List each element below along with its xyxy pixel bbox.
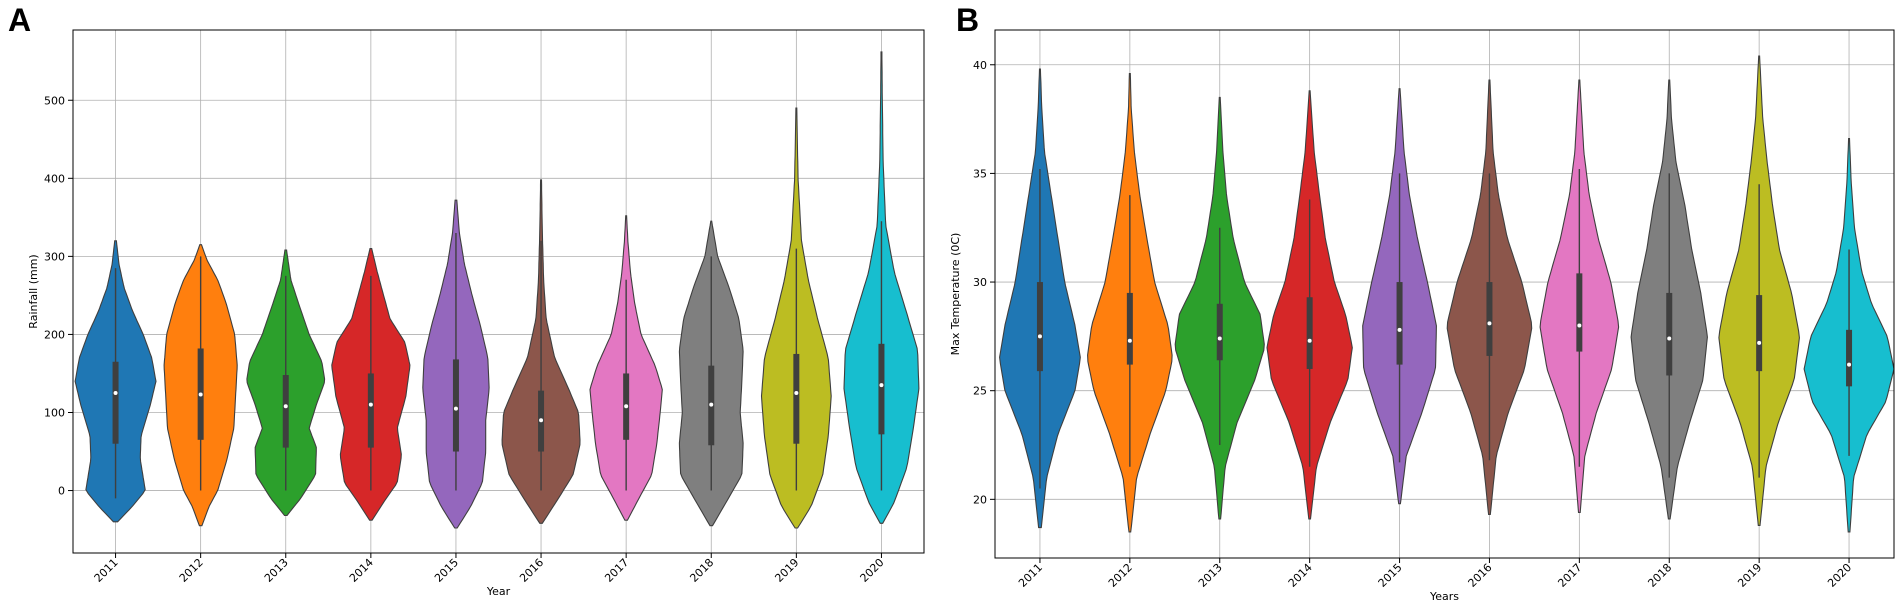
violin-group-2018 [1630, 79, 1708, 520]
violin-median-2015 [453, 406, 458, 411]
x-tick-label: 2012 [177, 556, 206, 585]
x-tick-label: 2015 [432, 556, 461, 585]
plot-frame [72, 29, 925, 554]
violin-group-2019 [760, 107, 832, 529]
violin-median-2017 [1577, 323, 1582, 328]
violin-median-2014 [368, 402, 373, 407]
violin-group-2016 [501, 179, 581, 524]
x-tick-label: 2020 [1825, 561, 1854, 590]
panel-a: A 0 100 200 300 400 500 2011 2012 2013 2014 2015 20… [0, 0, 950, 615]
y-tick-label: 20 [973, 493, 987, 506]
violin-iqr-box-2020 [1846, 329, 1853, 387]
violin-median-2020 [1847, 362, 1852, 367]
violin-group-2012 [1087, 72, 1173, 533]
violin-group-2011 [74, 240, 157, 523]
x-tick-label: 2018 [1645, 561, 1674, 590]
violin-iqr-box-2011 [1036, 282, 1043, 372]
y-tick-label: 500 [44, 94, 65, 107]
x-axis-label: Year [486, 585, 511, 598]
violin-iqr-box-2013 [282, 375, 289, 448]
violin-median-2019 [1757, 340, 1762, 345]
y-tick-label: 25 [973, 385, 987, 398]
violin-iqr-box-2014 [1306, 297, 1313, 369]
x-tick-label: 2013 [1196, 561, 1225, 590]
x-tick-label: 2014 [1286, 561, 1315, 590]
y-tick-label: 100 [44, 406, 65, 419]
violin-iqr-box-2014 [367, 373, 374, 448]
x-tick-label: 2014 [347, 556, 376, 585]
panel-letter-b: B [956, 2, 980, 38]
violin-group-2012 [163, 244, 238, 527]
violin-group-2016 [1446, 79, 1533, 516]
violin-iqr-box-2019 [793, 353, 800, 444]
violin-group-2011 [999, 68, 1081, 529]
violin-group-2017 [589, 215, 663, 521]
violin-median-2011 [113, 390, 118, 395]
violin-iqr-box-2017 [1576, 273, 1583, 352]
x-tick-label: 2016 [517, 556, 546, 585]
y-tick-label: 400 [44, 172, 65, 185]
violin-median-2019 [794, 390, 799, 395]
violin-median-2018 [709, 402, 714, 407]
y-tick-label: 35 [973, 167, 987, 180]
violin-median-2013 [283, 404, 288, 409]
violin-iqr-box-2018 [1666, 292, 1673, 376]
violin-group-2017 [1539, 79, 1620, 513]
x-tick-label: 2017 [602, 556, 631, 585]
violin-iqr-box-2015 [452, 359, 459, 452]
violin-median-2017 [624, 404, 629, 409]
x-tick-label: 2015 [1376, 561, 1405, 590]
violin-group-2013 [1174, 96, 1265, 520]
x-tick-label: 2011 [1016, 561, 1045, 590]
violin-iqr-box-2013 [1216, 303, 1223, 361]
panel-b: B 20 25 30 35 40 2011 2012 2013 2014 2015 2016 2017… [949, 0, 1901, 615]
x-tick-label: 2019 [772, 556, 801, 585]
violin-group-2014 [1266, 90, 1353, 520]
violin-group-2018 [678, 220, 744, 527]
violin-iqr-box-2020 [878, 343, 885, 435]
violin-group-2013 [246, 249, 326, 517]
y-axis-label: Max Temperature (0C) [949, 233, 962, 356]
x-tick-label: 2019 [1735, 561, 1764, 590]
violin-group-2020 [843, 51, 920, 524]
violin-group-2020 [1803, 138, 1895, 533]
violin-group-2014 [331, 248, 411, 521]
violin-group-2019 [1718, 55, 1800, 526]
y-tick-label: 200 [44, 328, 65, 341]
violin-iqr-box-2016 [1486, 282, 1493, 356]
violin-median-2014 [1307, 338, 1312, 343]
violin-iqr-box-2012 [1126, 292, 1133, 365]
x-tick-label: 2013 [262, 556, 291, 585]
panel-letter-a: A [8, 2, 32, 38]
violin-median-2012 [198, 392, 203, 397]
violin-group-2015 [1362, 88, 1437, 505]
rainfall-violin-chart: 0 100 200 300 400 500 2011 2012 2013 2014 2015 2016… [27, 29, 925, 598]
violin-median-2011 [1037, 334, 1042, 339]
x-tick-label: 2017 [1555, 561, 1584, 590]
y-tick-label: 0 [58, 485, 65, 498]
violin-iqr-box-2011 [112, 361, 119, 444]
y-tick-label: 300 [44, 250, 65, 263]
y-tick-label: 30 [973, 276, 987, 289]
violin-median-2018 [1667, 336, 1672, 341]
y-tick-label: 40 [973, 59, 987, 72]
x-tick-label: 2016 [1466, 561, 1495, 590]
violin-median-2016 [1487, 321, 1492, 326]
x-tick-label: 2012 [1106, 561, 1135, 590]
violin-median-2012 [1127, 338, 1132, 343]
x-tick-label: 2020 [858, 556, 887, 585]
plot-frame [994, 29, 1895, 559]
violin-median-2015 [1397, 327, 1402, 332]
max-temperature-violin-chart: 20 25 30 35 40 2011 2012 2013 2014 2015 2016 2017 20… [949, 29, 1895, 603]
violin-iqr-box-2015 [1396, 282, 1403, 365]
x-axis-label: Years [1429, 590, 1459, 603]
y-axis-label: Rainfall (mm) [27, 254, 40, 328]
violin-median-2013 [1217, 336, 1222, 341]
violin-median-2020 [879, 383, 884, 388]
violin-median-2016 [539, 418, 544, 423]
x-tick-label: 2018 [687, 556, 716, 585]
violin-group-2015 [422, 199, 490, 529]
x-tick-label: 2011 [92, 556, 121, 585]
violin-iqr-box-2019 [1756, 295, 1763, 372]
